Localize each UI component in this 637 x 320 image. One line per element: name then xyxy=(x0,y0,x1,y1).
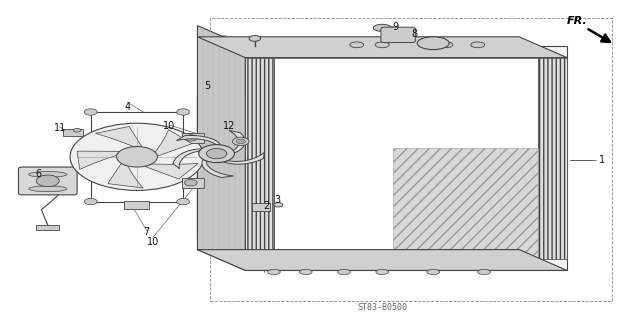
Ellipse shape xyxy=(417,37,449,50)
Ellipse shape xyxy=(478,269,490,275)
Circle shape xyxy=(206,148,227,159)
Text: 12: 12 xyxy=(223,121,236,132)
FancyBboxPatch shape xyxy=(381,27,415,43)
Ellipse shape xyxy=(373,24,391,31)
Text: 1: 1 xyxy=(599,155,605,165)
FancyBboxPatch shape xyxy=(124,201,149,209)
Text: 6: 6 xyxy=(35,169,41,180)
FancyBboxPatch shape xyxy=(182,133,204,143)
Text: 3: 3 xyxy=(274,195,280,205)
Ellipse shape xyxy=(29,186,67,192)
Circle shape xyxy=(84,109,97,115)
Polygon shape xyxy=(197,37,567,58)
Text: 4: 4 xyxy=(124,102,131,112)
Polygon shape xyxy=(229,131,245,153)
Ellipse shape xyxy=(249,36,261,41)
FancyBboxPatch shape xyxy=(182,178,204,188)
Polygon shape xyxy=(202,159,234,178)
Text: 2: 2 xyxy=(263,201,269,212)
Text: 11: 11 xyxy=(54,123,67,133)
Text: ST83-B0500: ST83-B0500 xyxy=(357,303,407,312)
FancyBboxPatch shape xyxy=(252,203,270,211)
Ellipse shape xyxy=(375,42,389,48)
Circle shape xyxy=(70,123,204,190)
Polygon shape xyxy=(77,151,119,169)
Polygon shape xyxy=(108,164,143,188)
Text: 7: 7 xyxy=(143,227,150,237)
Ellipse shape xyxy=(268,269,280,275)
Bar xyxy=(197,35,226,250)
Circle shape xyxy=(184,135,197,141)
Polygon shape xyxy=(96,126,142,147)
Circle shape xyxy=(199,145,234,163)
Polygon shape xyxy=(197,250,567,270)
Text: FR.: FR. xyxy=(567,16,588,26)
Circle shape xyxy=(176,198,190,205)
Bar xyxy=(538,58,567,259)
Text: 9: 9 xyxy=(392,22,398,32)
Ellipse shape xyxy=(471,42,485,48)
Bar xyxy=(245,46,567,270)
Ellipse shape xyxy=(376,269,389,275)
Bar xyxy=(36,225,59,230)
Polygon shape xyxy=(176,136,220,145)
Circle shape xyxy=(36,175,59,187)
FancyBboxPatch shape xyxy=(63,129,83,136)
Ellipse shape xyxy=(439,42,453,48)
Bar xyxy=(274,58,538,259)
Polygon shape xyxy=(224,152,264,164)
Circle shape xyxy=(176,109,190,115)
Bar xyxy=(197,97,330,238)
Circle shape xyxy=(236,139,245,144)
Text: 10: 10 xyxy=(162,121,175,132)
Text: 8: 8 xyxy=(411,28,417,39)
Polygon shape xyxy=(197,26,245,270)
Polygon shape xyxy=(173,149,201,169)
Polygon shape xyxy=(155,130,192,156)
Text: 5: 5 xyxy=(204,81,210,92)
Polygon shape xyxy=(145,164,198,179)
Ellipse shape xyxy=(73,128,81,132)
Ellipse shape xyxy=(29,172,67,177)
Ellipse shape xyxy=(350,42,364,48)
Circle shape xyxy=(117,147,157,167)
Ellipse shape xyxy=(299,269,312,275)
Ellipse shape xyxy=(338,269,350,275)
Ellipse shape xyxy=(427,269,440,275)
Circle shape xyxy=(184,180,197,186)
Circle shape xyxy=(233,137,249,146)
Ellipse shape xyxy=(274,203,283,207)
Circle shape xyxy=(84,198,97,205)
Bar xyxy=(245,58,274,259)
FancyBboxPatch shape xyxy=(18,167,77,195)
Polygon shape xyxy=(393,148,538,259)
Bar xyxy=(210,18,612,301)
Text: 10: 10 xyxy=(147,236,159,247)
